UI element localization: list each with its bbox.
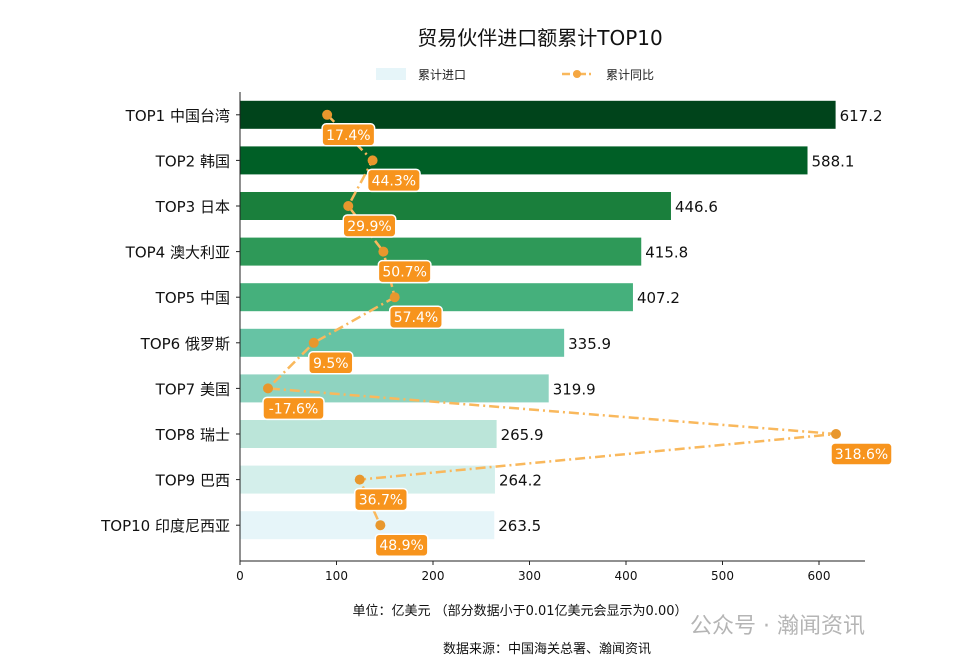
bar-8: [240, 420, 497, 448]
yoy-point: [375, 520, 386, 531]
y-tick-label: TOP1 中国台湾: [125, 107, 230, 125]
y-tick-label: TOP9 巴西: [155, 472, 230, 490]
x-tick-label: 100: [325, 569, 348, 583]
yoy-point: [322, 109, 333, 120]
x-axis-label: 单位：亿美元 （部分数据小于0.01亿美元会显示为0.00）: [352, 604, 688, 619]
yoy-label: 318.6%: [835, 447, 888, 463]
bar-value-label: 264.2: [499, 472, 542, 490]
bar-value-label: 415.8: [645, 244, 688, 262]
x-tick-label: 600: [808, 569, 831, 583]
x-tick-label: 500: [711, 569, 734, 583]
y-tick-label: TOP10 印度尼西亚: [100, 517, 230, 535]
bar-value-label: 617.2: [840, 107, 883, 125]
yoy-label: 17.4%: [326, 128, 370, 144]
bar-4: [240, 237, 642, 266]
bar-6: [240, 328, 565, 357]
x-tick-label: 0: [236, 569, 244, 583]
bar-value-label: 263.5: [498, 517, 541, 535]
yoy-point: [354, 474, 365, 485]
yoy-label: -17.6%: [269, 401, 319, 417]
legend-swatch-import: [376, 68, 406, 80]
yoy-label-box: [366, 168, 421, 193]
yoy-label: 48.9%: [379, 538, 423, 554]
yoy-point: [367, 155, 378, 166]
watermark: 公众号 · 瀚闻资讯: [690, 614, 865, 639]
chart-title: 贸易伙伴进口额累计TOP10: [417, 26, 663, 50]
yoy-label-box: [388, 305, 443, 329]
yoy-point: [389, 292, 400, 303]
yoy-label: 9.5%: [313, 356, 349, 372]
x-tick-label: 200: [422, 569, 445, 583]
bar-2: [240, 146, 808, 175]
bar-value-label: 265.9: [501, 426, 544, 444]
y-tick-label: TOP2 韩国: [155, 152, 230, 170]
yoy-label-box: [308, 351, 354, 375]
yoy-point: [308, 337, 319, 348]
yoy-label: 44.3%: [372, 173, 416, 189]
legend-label-import: 累计进口: [418, 68, 466, 82]
bar-value-label: 407.2: [637, 289, 680, 307]
yoy-point: [378, 246, 389, 257]
bar-3: [240, 192, 671, 220]
bar-value-label: 335.9: [568, 335, 611, 353]
bar-value-label: 319.9: [553, 380, 596, 398]
legend-label-yoy: 累计同比: [606, 68, 654, 82]
yoy-label: 50.7%: [382, 265, 426, 281]
yoy-point: [343, 201, 354, 211]
yoy-label-box: [374, 533, 429, 557]
y-tick-label: TOP3 日本: [155, 198, 230, 216]
yoy-label-box: [377, 259, 432, 284]
bar-value-label: 446.6: [675, 198, 718, 216]
x-tick-label: 400: [615, 569, 638, 583]
y-tick-label: TOP8 瑞士: [155, 426, 230, 444]
yoy-label-box: [262, 396, 325, 421]
yoy-line: [265, 113, 837, 526]
bar-10: [240, 511, 495, 540]
y-tick-label: TOP6 俄罗斯: [140, 335, 230, 353]
yoy-label: 36.7%: [359, 493, 403, 509]
yoy-label-box: [342, 214, 397, 238]
yoy-label: 29.9%: [347, 219, 391, 235]
yoy-label-box: [353, 487, 408, 512]
bar-value-label: 588.1: [812, 152, 855, 170]
y-tick-label: TOP4 澳大利亚: [125, 244, 230, 262]
legend-marker-yoy: [573, 70, 581, 78]
yoy-point: [263, 383, 273, 394]
y-tick-label: TOP5 中国: [155, 289, 230, 307]
y-tick-label: TOP7 美国: [155, 380, 230, 398]
yoy-label-box: [830, 442, 893, 466]
x-tick-label: 300: [518, 569, 541, 583]
source-note: 数据来源：中国海关总署、瀚闻资讯: [442, 642, 651, 657]
yoy-label: 57.4%: [394, 310, 438, 326]
yoy-point: [831, 429, 841, 439]
yoy-label-box: [321, 123, 376, 147]
